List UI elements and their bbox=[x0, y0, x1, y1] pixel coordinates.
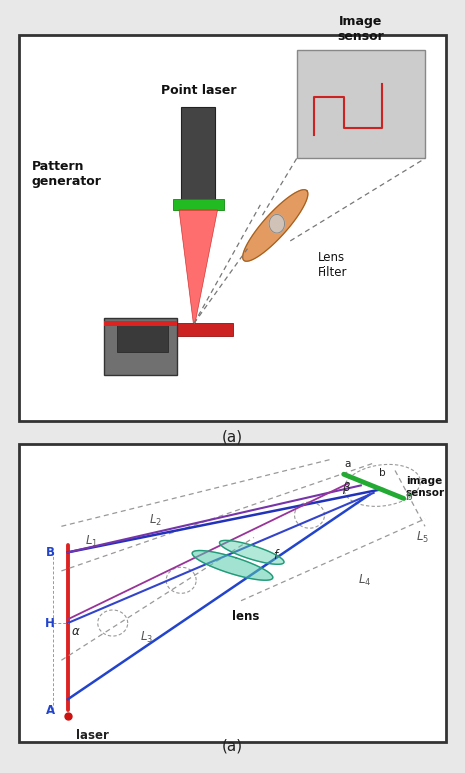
Text: β: β bbox=[342, 481, 349, 494]
Text: lens: lens bbox=[232, 610, 259, 623]
Text: α: α bbox=[72, 625, 80, 638]
FancyBboxPatch shape bbox=[151, 323, 232, 336]
Text: $L_2$: $L_2$ bbox=[149, 513, 162, 528]
FancyBboxPatch shape bbox=[19, 444, 446, 742]
Text: laser: laser bbox=[76, 729, 109, 742]
Text: A: A bbox=[46, 704, 55, 717]
FancyBboxPatch shape bbox=[173, 199, 224, 210]
Polygon shape bbox=[179, 210, 218, 329]
Text: (a): (a) bbox=[222, 429, 243, 444]
Polygon shape bbox=[269, 214, 285, 233]
FancyBboxPatch shape bbox=[104, 318, 177, 375]
Polygon shape bbox=[219, 540, 284, 564]
Text: a: a bbox=[345, 458, 351, 468]
Text: Point laser: Point laser bbox=[160, 83, 236, 97]
Polygon shape bbox=[192, 550, 273, 581]
Text: $L_3$: $L_3$ bbox=[140, 630, 153, 645]
Polygon shape bbox=[243, 189, 308, 261]
FancyBboxPatch shape bbox=[19, 35, 446, 421]
Text: Pattern
generator: Pattern generator bbox=[32, 160, 101, 188]
Text: f: f bbox=[273, 549, 277, 562]
Text: image
sensor: image sensor bbox=[406, 476, 445, 498]
Text: (a): (a) bbox=[222, 739, 243, 754]
FancyBboxPatch shape bbox=[104, 321, 177, 326]
Text: Image
sensor: Image sensor bbox=[338, 15, 384, 43]
FancyBboxPatch shape bbox=[181, 107, 215, 199]
Text: $L_1$: $L_1$ bbox=[85, 533, 98, 549]
Text: $L_4$: $L_4$ bbox=[359, 573, 372, 587]
Text: B: B bbox=[46, 546, 55, 559]
FancyBboxPatch shape bbox=[297, 50, 425, 158]
Text: H: H bbox=[45, 617, 55, 629]
Text: b: b bbox=[379, 468, 385, 478]
FancyBboxPatch shape bbox=[117, 323, 168, 352]
Text: Lens
Filter: Lens Filter bbox=[318, 251, 347, 279]
Text: b: b bbox=[406, 492, 412, 502]
Text: $L_5$: $L_5$ bbox=[416, 530, 429, 545]
